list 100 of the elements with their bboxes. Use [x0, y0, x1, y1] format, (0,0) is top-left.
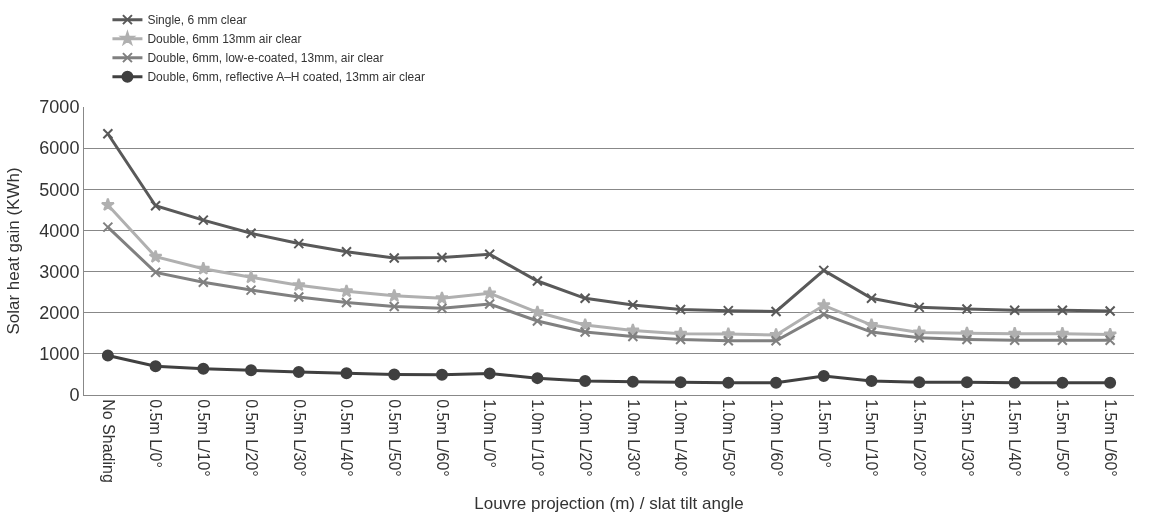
point — [865, 375, 878, 388]
point — [292, 365, 305, 378]
y-tick-label: 4000 — [39, 220, 80, 241]
point — [102, 221, 114, 233]
point — [913, 332, 925, 344]
point — [531, 372, 544, 385]
y-tick-label: 5000 — [39, 179, 80, 200]
point — [148, 249, 163, 263]
point — [675, 333, 687, 345]
point — [244, 270, 259, 284]
point — [722, 305, 734, 317]
x-tick-label: 1.5m L/30° — [958, 399, 976, 477]
point — [627, 331, 639, 343]
legend-label: Double, 6mm, reflective A–H coated, 13mm air clear — [147, 70, 425, 85]
point — [245, 284, 257, 296]
point — [483, 367, 496, 380]
x-tick-label: 1.5m L/0° — [815, 399, 833, 468]
point — [579, 326, 591, 338]
point — [1009, 304, 1021, 316]
point — [530, 305, 545, 319]
y-tick-label: 1000 — [39, 344, 80, 365]
point — [100, 197, 115, 212]
point — [197, 276, 209, 288]
x-tick-label: 0.5m L/10° — [195, 399, 213, 477]
point — [627, 299, 639, 311]
point — [387, 288, 402, 302]
point — [436, 252, 448, 264]
y-axis-title: Solar heat gain (KWh) — [3, 167, 23, 335]
point — [388, 368, 401, 381]
point — [436, 302, 448, 314]
x-tick-label: 1.0m L/30° — [624, 399, 642, 477]
point — [197, 362, 210, 375]
point — [1056, 304, 1068, 316]
point — [722, 376, 735, 389]
point — [722, 335, 734, 347]
point — [866, 326, 877, 338]
y-tick-label: 0 — [69, 385, 80, 406]
x-tick-label: 0.5m L/30° — [290, 399, 308, 477]
point — [339, 284, 354, 298]
point — [196, 261, 211, 275]
y-tick-label: 7000 — [39, 97, 80, 118]
x-tick-label: 1.5m L/10° — [863, 399, 881, 477]
point — [1104, 334, 1116, 346]
point — [866, 292, 877, 304]
point — [1008, 376, 1021, 389]
point — [961, 303, 973, 315]
point — [484, 298, 496, 310]
point — [531, 275, 543, 287]
point — [770, 305, 782, 317]
x-tick-label: 1.5m L/20° — [911, 399, 929, 477]
point — [818, 264, 830, 276]
y-tick-label: 6000 — [39, 138, 80, 159]
point — [674, 376, 687, 389]
x-axis-title: Louvre projection (m) / slat tilt angle — [474, 494, 744, 514]
point — [197, 214, 209, 226]
x-tick-label: 1.0m L/50° — [720, 399, 738, 477]
point — [291, 277, 306, 292]
point — [482, 286, 497, 300]
x-tick-label: 1.0m L/40° — [672, 399, 690, 477]
x-tick-label: 0.5m L/0° — [147, 399, 165, 468]
point — [817, 370, 830, 383]
point — [341, 246, 352, 258]
point — [960, 376, 973, 389]
x-tick-label: 1.5m L/60° — [1101, 399, 1119, 477]
x-tick-label: 1.0m L/20° — [576, 399, 594, 477]
legend-label: Single, 6 mm clear — [147, 13, 247, 28]
point — [435, 368, 448, 381]
point — [149, 360, 162, 373]
x-tick-label: No Shading — [99, 399, 117, 483]
legend-label: Double, 6mm, low-e-coated, 13mm, air clear — [147, 51, 384, 66]
x-tick-label: 0.5m L/40° — [338, 399, 356, 477]
x-tick-label: 1.5m L/50° — [1054, 399, 1072, 477]
point — [579, 375, 592, 388]
point — [816, 298, 831, 312]
y-tick-label: 3000 — [39, 261, 80, 282]
point — [340, 367, 353, 380]
x-tick-label: 1.0m L/10° — [529, 399, 547, 477]
point — [245, 227, 257, 239]
point — [341, 296, 352, 308]
point — [961, 333, 973, 345]
point — [818, 308, 830, 320]
point — [1056, 334, 1068, 346]
point — [531, 315, 543, 327]
point — [388, 301, 400, 313]
x-tick-label: 1.0m L/60° — [767, 399, 785, 477]
point — [484, 248, 496, 260]
point — [245, 364, 258, 377]
point — [102, 128, 114, 140]
x-tick-label: 0.5m L/20° — [242, 399, 260, 477]
y-tick-label: 2000 — [39, 303, 80, 324]
point — [293, 291, 305, 303]
point — [150, 266, 162, 278]
point — [770, 335, 782, 347]
x-tick-label: 0.5m L/50° — [386, 399, 404, 477]
point — [675, 303, 687, 315]
point — [1104, 376, 1117, 389]
point — [1009, 334, 1021, 346]
point — [913, 301, 925, 313]
point — [770, 376, 783, 389]
point — [101, 349, 114, 362]
